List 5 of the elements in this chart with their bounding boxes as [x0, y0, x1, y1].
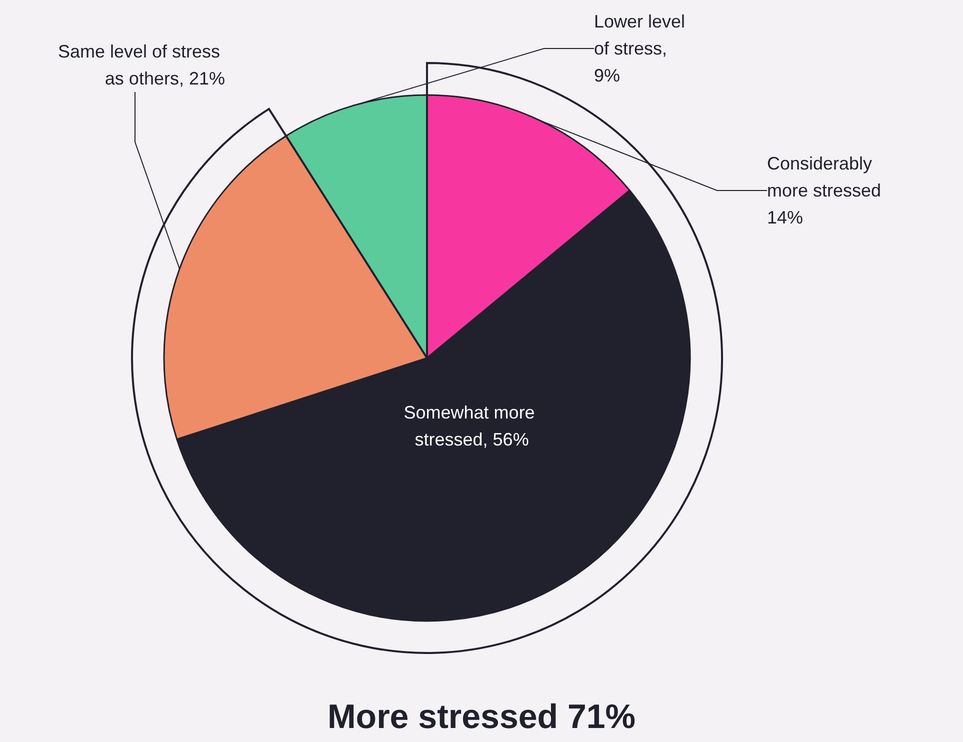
- slice-label: Lower level of stress, 9%: [594, 12, 690, 86]
- text: More stressed 71%: [327, 698, 636, 736]
- slice-label: Somewhat more stressed, 56%: [404, 402, 540, 450]
- slice-label: Same level of stress as others, 21%: [58, 42, 225, 88]
- slice-label: Considerably more stressed 14%: [767, 154, 886, 228]
